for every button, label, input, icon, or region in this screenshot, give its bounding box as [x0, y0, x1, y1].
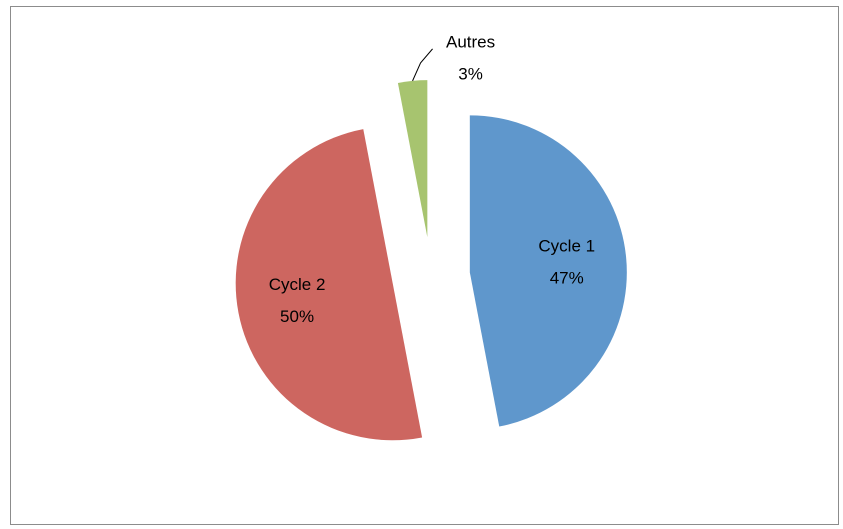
slice-label: Autres	[446, 32, 495, 51]
pie-slice	[235, 129, 423, 441]
slice-value-label: 47%	[550, 269, 584, 288]
slice-label: Cycle 2	[269, 275, 326, 294]
pie-slice	[397, 80, 428, 238]
pie-slice	[469, 115, 627, 427]
slice-value-label: 3%	[458, 64, 483, 83]
leader-line	[412, 48, 433, 82]
slice-label: Cycle 1	[538, 237, 595, 256]
slice-value-label: 50%	[280, 307, 314, 326]
